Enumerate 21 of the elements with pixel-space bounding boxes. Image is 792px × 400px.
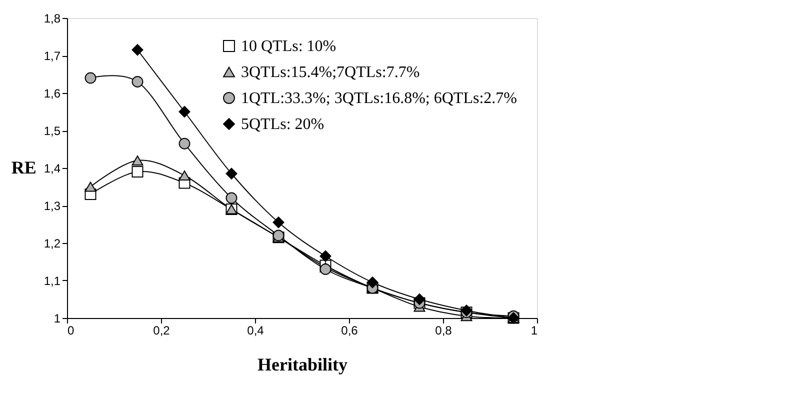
- legend-label: 3QTLs:15.4%;7QTLs:7.7%: [241, 64, 420, 81]
- x-tick-label: 0,8: [435, 324, 452, 338]
- x-tick-label: 1: [530, 324, 538, 338]
- y-tick-label: 1: [54, 312, 61, 326]
- x-tick-label: 0,2: [153, 324, 170, 338]
- x-axis-title: Heritability: [258, 354, 348, 374]
- y-tick-label: 1,1: [44, 274, 61, 288]
- y-tick-label: 1,4: [44, 162, 61, 176]
- x-tick-label: 0,6: [341, 324, 358, 338]
- y-tick-label: 1,8: [44, 12, 61, 26]
- x-tick-label: 0: [68, 324, 74, 338]
- y-axis-title: RE: [11, 158, 36, 178]
- y-tick-label: 1,2: [44, 236, 61, 250]
- y-tick-label: 1,3: [44, 199, 61, 213]
- y-tick-label: 1,7: [44, 49, 61, 63]
- legend-label: 10 QTLs: 10%: [241, 38, 336, 55]
- x-tick-label: 0,4: [247, 324, 264, 338]
- legend-label: 1QTL:33.3%; 3QTLs:16.8%; 6QTLs:2.7%: [241, 90, 517, 107]
- legend-label: 5QTLs: 20%: [241, 116, 324, 133]
- y-tick-label: 1,5: [44, 124, 61, 138]
- y-tick-label: 1,6: [44, 86, 61, 100]
